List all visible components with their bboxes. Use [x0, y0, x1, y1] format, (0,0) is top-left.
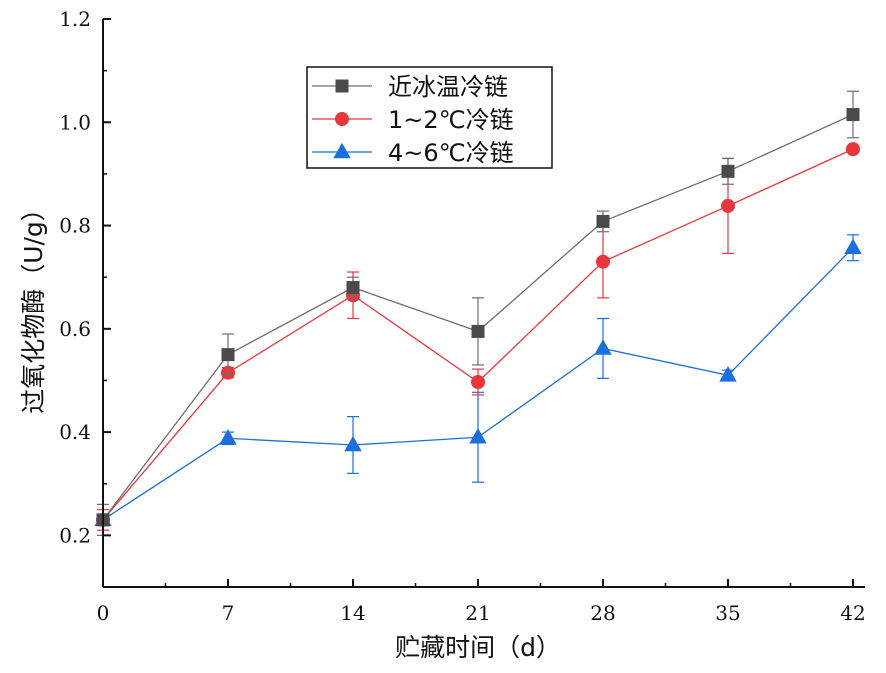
- data-point: [721, 198, 735, 213]
- x-tick-label: 21: [465, 601, 490, 625]
- y-tick-label: 1.0: [59, 110, 91, 134]
- data-point: [721, 164, 735, 178]
- data-point: [346, 281, 360, 295]
- axes: 0.2 0.4 0.6 0.8 1.0 1.2 0 7 14 21 28 35 42: [59, 7, 866, 625]
- data-point: [719, 365, 737, 382]
- legend-label: 近冰温冷链: [388, 73, 508, 101]
- y-tick-label: 0.4: [59, 420, 91, 444]
- data-point: [596, 214, 610, 228]
- data-point: [846, 108, 860, 122]
- legend-marker: [335, 79, 349, 93]
- x-tick-label: 28: [590, 601, 615, 625]
- x-tick-label: 0: [97, 601, 110, 625]
- data-point: [596, 254, 610, 269]
- x-tick-label: 7: [222, 601, 235, 625]
- legend-marker: [333, 142, 351, 159]
- y-tick-label: 0.2: [59, 523, 91, 547]
- data-point: [844, 238, 862, 255]
- plot-area: [94, 90, 862, 536]
- series-1: [96, 90, 860, 536]
- x-tick-label: 14: [340, 601, 365, 625]
- legend: 近冰温冷链 1~2℃冷链 4~6℃冷链: [306, 66, 553, 169]
- x-tick-label: 42: [840, 601, 865, 625]
- legend-marker: [335, 112, 349, 126]
- y-tick-label: 1.2: [59, 7, 91, 31]
- legend-label: 1~2℃冷链: [388, 106, 514, 134]
- data-point: [219, 428, 237, 445]
- data-point: [594, 339, 612, 355]
- y-tick-label: 0.6: [59, 317, 91, 341]
- y-tick-label: 0.8: [59, 214, 91, 238]
- x-tick-label: 35: [715, 601, 740, 625]
- data-point: [221, 348, 235, 362]
- data-point: [469, 427, 487, 444]
- data-point: [471, 324, 485, 338]
- data-point: [846, 142, 860, 157]
- legend-label: 4~6℃冷链: [388, 139, 514, 167]
- data-point: [344, 435, 362, 452]
- data-point: [471, 375, 485, 390]
- y-axis-title: 过氧化物酶（U/g）: [19, 196, 48, 414]
- x-axis-title: 贮藏时间（d）: [395, 633, 561, 662]
